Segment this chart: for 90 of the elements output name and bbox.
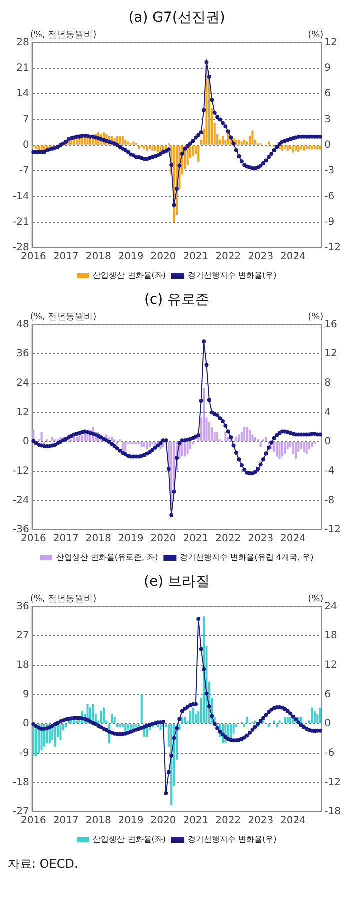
y-tick-label: 14 (16, 88, 30, 100)
chart-title: (a) G7(선진권) (128, 10, 226, 26)
y-tick-label: 48 (16, 319, 30, 330)
y-tick-label: 36 (16, 601, 30, 612)
y-tick-label: -21 (12, 216, 30, 228)
x-tick-label: 2017 (53, 534, 79, 545)
x-tick-label: 2019 (118, 534, 144, 545)
y-axis-title: (%, 전년동월비) (30, 312, 97, 323)
chart-title: (c) 유로존 (144, 292, 210, 308)
y2-tick-label: -12 (324, 777, 342, 788)
y-tick-label: 28 (16, 37, 30, 48)
x-tick-label: 2017 (53, 252, 79, 263)
x-tick-label: 2023 (248, 252, 274, 263)
y-tick-label: 18 (16, 660, 30, 672)
y2-tick-label: 6 (324, 88, 332, 100)
y-tick-label: 9 (22, 689, 30, 700)
y2-tick-label: 12 (324, 348, 338, 360)
x-tick-label: 2024 (280, 816, 306, 827)
x-tick-label: 2016 (20, 816, 46, 827)
y2-tick-label: -12 (324, 524, 342, 536)
y2-tick-label: 18 (324, 630, 338, 642)
x-tick-label: 2021 (183, 816, 209, 827)
x-tick-label: 2022 (216, 816, 242, 827)
legend-label: 산업생산 변화율(좌) (93, 271, 166, 280)
x-tick-label: 2022 (216, 534, 242, 545)
y2-tick-label: 8 (324, 378, 332, 390)
y-tick-label: 0 (22, 718, 30, 730)
x-tick-label: 2021 (183, 534, 209, 545)
chart-title: (e) 브라질 (144, 574, 210, 590)
y2-tick-label: 3 (324, 114, 332, 126)
y2-tick-label: -18 (324, 806, 342, 818)
y-tick-label: 12 (16, 407, 30, 418)
x-tick-label: 2017 (53, 816, 79, 827)
y2-tick-label: -4 (324, 466, 335, 477)
x-tick-label: 2020 (150, 816, 176, 827)
x-tick-label: 2019 (118, 816, 144, 827)
y-tick-label: -18 (12, 777, 30, 788)
y-tick-label: 27 (16, 630, 30, 642)
x-tick-label: 2018 (86, 534, 112, 545)
y2-tick-label: 16 (324, 319, 338, 330)
x-tick-label: 2018 (86, 252, 112, 263)
legend-label: 경기선행지수 변화율(유럽 4개국, 우) (180, 553, 314, 562)
x-tick-label: 2020 (150, 252, 176, 263)
legend-label: 산업생산 변화율(좌) (93, 835, 166, 844)
x-tick-label: 2023 (248, 534, 274, 545)
y2-axis-title: (%) (308, 594, 324, 605)
y2-tick-label: -12 (324, 242, 342, 254)
x-tick-label: 2021 (183, 252, 209, 263)
y-tick-label: 0 (22, 140, 30, 151)
y-tick-label: -12 (12, 466, 30, 477)
y-tick-label: -14 (12, 191, 30, 202)
x-tick-label: 2022 (216, 252, 242, 263)
y2-tick-label: -8 (324, 495, 335, 506)
y-axis-title: (%, 전년동월비) (30, 30, 97, 41)
x-tick-label: 2024 (280, 252, 306, 263)
y2-tick-label: 0 (324, 436, 332, 448)
legend-label: 경기선행지수 변화율(우) (188, 835, 277, 844)
x-tick-label: 2018 (86, 816, 112, 827)
y-tick-label: 7 (22, 114, 30, 126)
y-tick-label: -24 (12, 495, 30, 506)
y-tick-label: 36 (16, 348, 30, 360)
y2-tick-label: 0 (324, 718, 332, 730)
x-tick-label: 2016 (20, 534, 46, 545)
y2-tick-label: 12 (324, 37, 338, 48)
legend-label: 산업생산 변화율(유로존, 좌) (56, 553, 158, 562)
y2-tick-label: 4 (324, 407, 332, 418)
y-tick-label: 0 (22, 436, 30, 448)
text: 자료: OECD. (8, 856, 80, 873)
y-axis-title: (%, 전년동월비) (30, 594, 97, 605)
y2-axis-title: (%) (308, 312, 324, 323)
x-tick-label: 2019 (118, 252, 144, 263)
y-tick-label: 21 (16, 63, 30, 74)
x-tick-label: 2016 (20, 252, 46, 263)
y-tick-label: 24 (16, 378, 30, 390)
legend-label: 경기선행지수 변화율(우) (188, 271, 277, 280)
y2-axis-title: (%) (308, 30, 324, 41)
x-tick-label: 2024 (280, 534, 306, 545)
y2-tick-label: -6 (324, 748, 335, 759)
y2-tick-label: 9 (324, 63, 332, 74)
x-tick-label: 2023 (248, 816, 274, 827)
y-tick-label: -7 (19, 166, 30, 177)
y2-tick-label: 6 (324, 689, 332, 700)
y-tick-label: -9 (19, 748, 30, 759)
x-tick-label: 2020 (150, 534, 176, 545)
y2-tick-label: 0 (324, 140, 332, 151)
y2-tick-label: -9 (324, 216, 335, 228)
y2-tick-label: -6 (324, 191, 335, 202)
y2-tick-label: 12 (324, 660, 338, 672)
y2-tick-label: 24 (324, 601, 338, 612)
y2-tick-label: -3 (324, 166, 335, 177)
